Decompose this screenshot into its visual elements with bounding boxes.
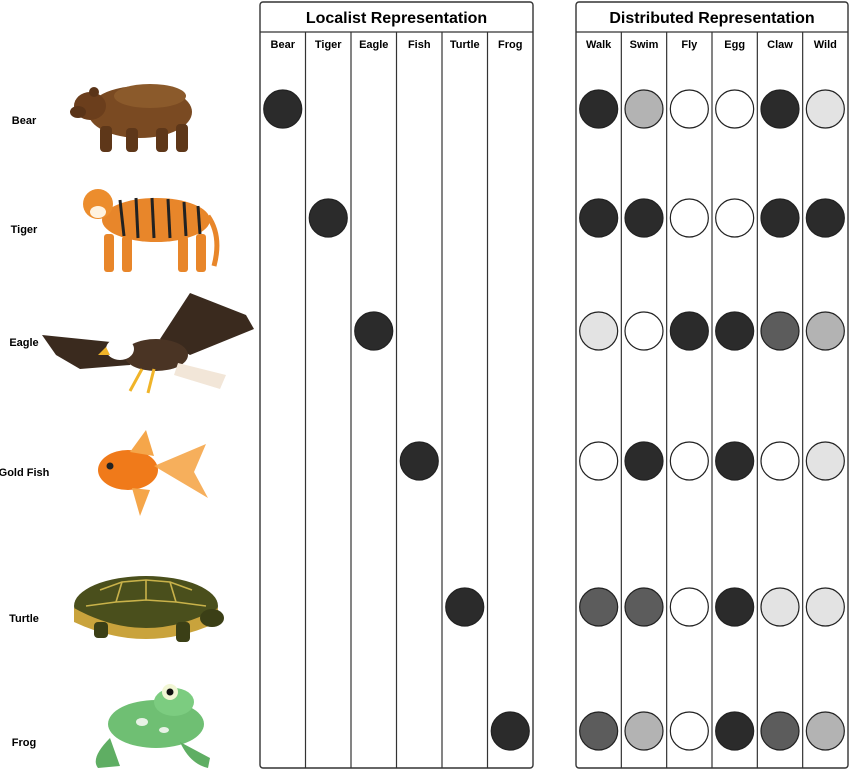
distributed-unit xyxy=(669,587,709,627)
distributed-unit xyxy=(624,587,664,627)
eagle-icon xyxy=(42,293,254,394)
distributed-unit xyxy=(669,198,709,238)
distributed-unit xyxy=(624,711,664,751)
distributed-unit xyxy=(805,89,845,129)
distributed-column-label: Egg xyxy=(724,39,745,51)
turtle-icon xyxy=(74,576,224,642)
distributed-unit xyxy=(715,441,755,481)
distributed-unit xyxy=(669,89,709,129)
distributed-unit xyxy=(579,587,619,627)
distributed-column-label: Walk xyxy=(586,39,612,51)
distributed-unit xyxy=(760,89,800,129)
distributed-unit xyxy=(715,587,755,627)
distributed-unit xyxy=(669,441,709,481)
distributed-unit xyxy=(760,441,800,481)
localist-column-label: Fish xyxy=(408,39,431,51)
distributed-unit xyxy=(805,441,845,481)
distributed-unit xyxy=(805,311,845,351)
distributed-unit xyxy=(760,587,800,627)
distributed-unit xyxy=(760,311,800,351)
distributed-unit xyxy=(805,711,845,751)
row-label: Gold Fish xyxy=(0,467,50,479)
distributed-panel: Distributed Representation Walk Swim Fly Eg… xyxy=(575,1,849,769)
localist-column-label: Eagle xyxy=(359,39,388,51)
distributed-unit xyxy=(624,198,664,238)
distributed-unit xyxy=(669,311,709,351)
distributed-unit xyxy=(579,441,619,481)
localist-unit xyxy=(354,311,394,351)
frog-icon xyxy=(95,684,210,768)
distributed-unit xyxy=(715,711,755,751)
row-label: Tiger xyxy=(11,224,38,236)
row-label: Frog xyxy=(12,737,36,749)
distributed-unit xyxy=(624,441,664,481)
distributed-unit xyxy=(579,89,619,129)
distributed-unit xyxy=(760,711,800,751)
distributed-unit xyxy=(715,198,755,238)
distributed-unit xyxy=(805,198,845,238)
localist-unit xyxy=(263,89,303,129)
distributed-unit xyxy=(805,587,845,627)
goldfish-icon xyxy=(98,430,208,516)
localist-column-label: Turtle xyxy=(450,39,480,51)
distributed-column-label: Wild xyxy=(814,39,837,51)
distributed-unit xyxy=(579,711,619,751)
localist-title: Localist Representation xyxy=(306,10,487,27)
localist-panel: Localist Representation Bear Tiger Eagle Fi… xyxy=(259,1,534,769)
localist-column-label: Frog xyxy=(498,39,522,51)
distributed-unit xyxy=(579,198,619,238)
bear-icon xyxy=(70,84,192,152)
localist-unit xyxy=(445,587,485,627)
distributed-unit xyxy=(579,311,619,351)
distributed-unit xyxy=(624,311,664,351)
distributed-unit xyxy=(669,711,709,751)
localist-column-label: Tiger xyxy=(315,39,342,51)
localist-unit xyxy=(308,198,348,238)
distributed-unit xyxy=(760,198,800,238)
row-label: Bear xyxy=(12,115,37,127)
localist-unit xyxy=(399,441,439,481)
distributed-unit xyxy=(624,89,664,129)
localist-unit xyxy=(490,711,530,751)
distributed-title: Distributed Representation xyxy=(609,10,814,27)
row-label: Eagle xyxy=(9,337,38,349)
distributed-unit xyxy=(715,89,755,129)
localist-column-label: Bear xyxy=(271,39,296,51)
row-label: Turtle xyxy=(9,613,39,625)
distributed-unit xyxy=(715,311,755,351)
distributed-column-label: Claw xyxy=(767,39,793,51)
distributed-column-label: Fly xyxy=(681,39,698,51)
tiger-icon xyxy=(83,189,220,272)
distributed-column-label: Swim xyxy=(630,39,659,51)
